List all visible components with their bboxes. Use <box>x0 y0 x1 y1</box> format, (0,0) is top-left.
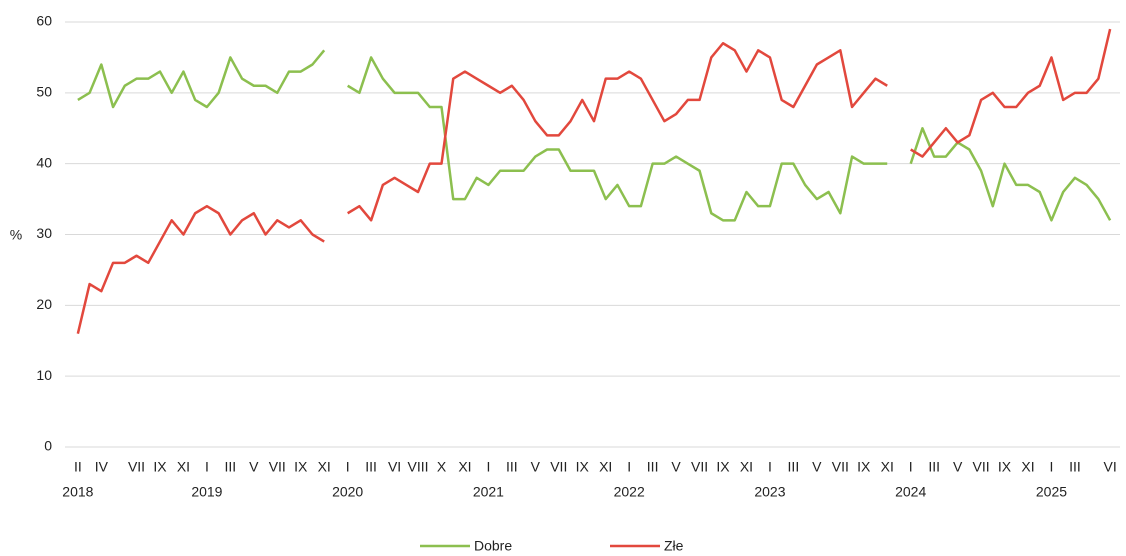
x-tick-label: VII <box>128 459 145 475</box>
x-tick-label: IX <box>857 459 871 475</box>
x-tick-label: IV <box>95 459 109 475</box>
x-tick-label: XI <box>177 459 190 475</box>
x-tick-label: IX <box>294 459 308 475</box>
x-tick-label: XI <box>740 459 753 475</box>
year-label: 2022 <box>614 484 645 500</box>
legend-label: Złe <box>664 538 684 554</box>
x-tick-label: I <box>768 459 772 475</box>
year-label: 2025 <box>1036 484 1067 500</box>
y-tick-label: 20 <box>36 296 52 312</box>
year-label: 2021 <box>473 484 504 500</box>
x-tick-label: XI <box>318 459 331 475</box>
legend-label: Dobre <box>474 538 512 554</box>
x-tick-label: XI <box>599 459 612 475</box>
year-label: 2023 <box>754 484 785 500</box>
x-tick-label: I <box>627 459 631 475</box>
x-tick-label: III <box>365 459 377 475</box>
y-tick-label: 50 <box>36 84 52 100</box>
x-tick-label: VII <box>269 459 286 475</box>
x-tick-label: X <box>437 459 447 475</box>
x-tick-label: XI <box>881 459 894 475</box>
y-axis-label: % <box>10 227 22 243</box>
x-tick-label: VIII <box>408 459 429 475</box>
y-tick-label: 0 <box>44 438 52 454</box>
y-tick-label: 40 <box>36 154 52 170</box>
y-tick-label: 30 <box>36 225 52 241</box>
x-tick-label: VI <box>388 459 401 475</box>
x-tick-label: VII <box>832 459 849 475</box>
x-tick-label: I <box>1050 459 1054 475</box>
x-tick-label: VII <box>973 459 990 475</box>
year-label: 2020 <box>332 484 363 500</box>
year-label: 2018 <box>62 484 93 500</box>
x-tick-label: VII <box>550 459 567 475</box>
x-tick-label: II <box>74 459 82 475</box>
year-label: 2019 <box>191 484 222 500</box>
x-tick-label: VI <box>1103 459 1116 475</box>
x-tick-label: III <box>506 459 518 475</box>
x-tick-label: V <box>671 459 681 475</box>
x-tick-label: III <box>928 459 940 475</box>
x-tick-label: I <box>346 459 350 475</box>
x-tick-label: XI <box>1021 459 1034 475</box>
x-tick-label: III <box>1069 459 1081 475</box>
x-tick-label: XI <box>458 459 471 475</box>
x-tick-label: V <box>249 459 259 475</box>
x-tick-label: IX <box>153 459 167 475</box>
x-tick-label: IX <box>716 459 730 475</box>
x-tick-label: V <box>812 459 822 475</box>
x-tick-label: III <box>788 459 800 475</box>
y-tick-label: 10 <box>36 367 52 383</box>
x-tick-label: IX <box>576 459 590 475</box>
x-tick-label: I <box>486 459 490 475</box>
x-tick-label: VII <box>691 459 708 475</box>
year-label: 2024 <box>895 484 926 500</box>
x-tick-label: III <box>647 459 659 475</box>
x-tick-label: IX <box>998 459 1012 475</box>
x-tick-label: V <box>531 459 541 475</box>
x-tick-label: I <box>909 459 913 475</box>
data-line <box>77 49 1112 222</box>
data-line <box>76 28 1112 334</box>
x-tick-label: V <box>953 459 963 475</box>
x-tick-label: III <box>225 459 237 475</box>
x-tick-label: I <box>205 459 209 475</box>
y-tick-label: 60 <box>36 13 52 29</box>
